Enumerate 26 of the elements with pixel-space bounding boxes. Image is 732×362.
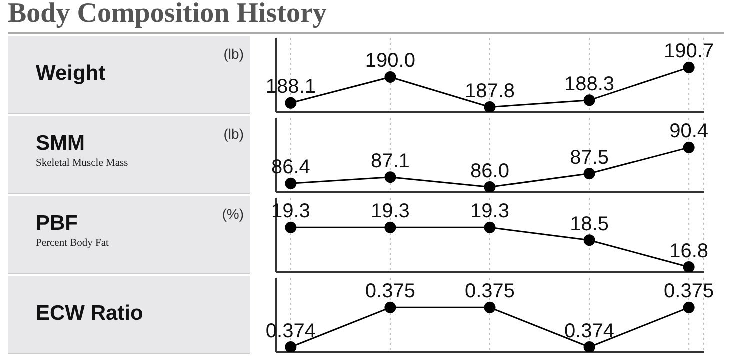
data-label: 18.5 [570,213,610,236]
data-label: 190.0 [365,50,416,72]
text: (lb) [224,46,244,62]
data-label: 90.4 [670,120,709,143]
text: (lb) [224,126,244,142]
y-axis-title: Weight [36,62,106,86]
y-axis-title: SMM [36,132,85,156]
text: Skeletal Muscle Mass [36,158,128,169]
text: (%) [222,206,244,222]
chart-title: Body Composition History [8,0,724,34]
data-label: 87.1 [370,150,410,172]
data-label: 86.0 [470,160,510,182]
data-label: 0.375 [664,280,714,303]
data-label: 188.3 [564,73,615,96]
text: Percent Body Fat [36,238,109,249]
data-label: 87.5 [570,146,610,169]
y-axis-title: PBF [36,212,78,236]
data-label: 0.375 [464,280,516,303]
data-label: 190.7 [664,40,714,63]
data-label: 19.3 [370,200,410,223]
data-label: 0.374 [564,320,615,342]
data-label: 187.8 [464,80,516,102]
data-label: 19.3 [470,200,510,223]
data-label: 16.8 [670,240,709,262]
y-axis-title: ECW Ratio [36,302,144,326]
data-label: 0.375 [365,280,416,303]
